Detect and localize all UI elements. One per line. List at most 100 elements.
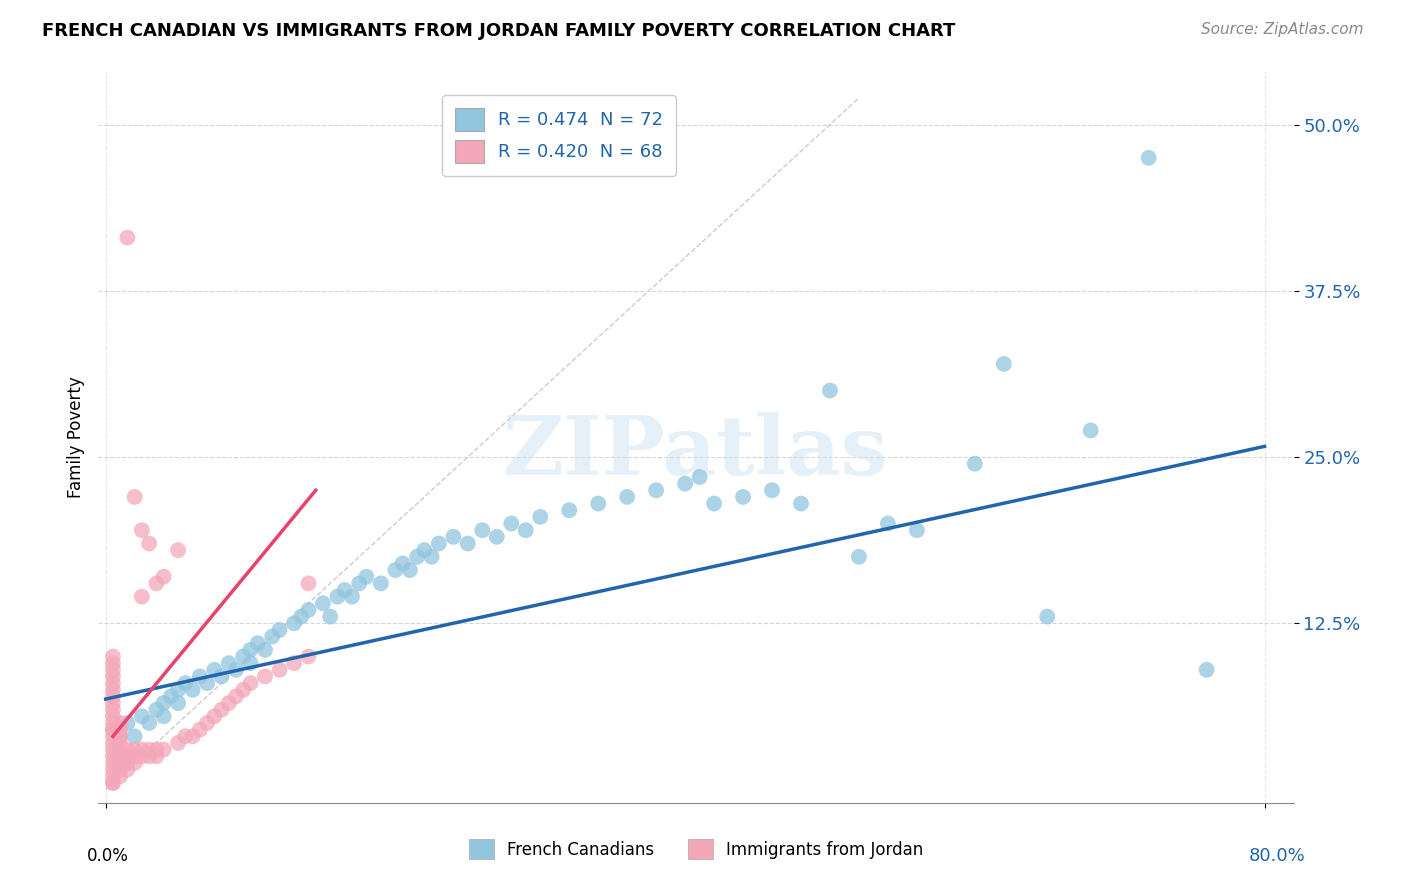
Point xyxy=(101,742,124,756)
Point xyxy=(877,516,900,531)
Point xyxy=(471,523,494,537)
Point xyxy=(283,616,305,631)
Point xyxy=(101,703,124,717)
Point xyxy=(108,736,131,750)
Point xyxy=(1036,609,1059,624)
Point xyxy=(427,536,450,550)
Point xyxy=(1137,151,1160,165)
Point xyxy=(202,709,225,723)
Point xyxy=(108,756,131,770)
Point xyxy=(347,576,370,591)
Point xyxy=(152,570,174,584)
Point xyxy=(101,676,124,690)
Point xyxy=(101,736,124,750)
Point xyxy=(441,530,464,544)
Legend: French Canadians, Immigrants from Jordan: French Canadians, Immigrants from Jordan xyxy=(460,830,932,868)
Point xyxy=(108,769,131,783)
Point xyxy=(391,557,413,571)
Point xyxy=(413,543,436,558)
Point xyxy=(108,729,131,743)
Point xyxy=(188,723,211,737)
Point xyxy=(297,603,319,617)
Point xyxy=(108,763,131,777)
Point xyxy=(399,563,422,577)
Point xyxy=(269,623,291,637)
Y-axis label: Family Poverty: Family Poverty xyxy=(66,376,84,498)
Text: ZIPatlas: ZIPatlas xyxy=(503,412,889,491)
Point xyxy=(1080,424,1102,438)
Point xyxy=(586,497,609,511)
Point xyxy=(188,669,211,683)
Point xyxy=(333,582,356,597)
Point xyxy=(145,703,167,717)
Point xyxy=(101,723,124,737)
Point xyxy=(993,357,1015,371)
Point xyxy=(239,656,262,670)
Point xyxy=(689,470,711,484)
Point xyxy=(232,649,254,664)
Point xyxy=(703,497,725,511)
Point xyxy=(174,729,197,743)
Point xyxy=(211,669,233,683)
Point xyxy=(117,716,139,731)
Point xyxy=(101,769,124,783)
Point xyxy=(108,716,131,731)
Point xyxy=(145,749,167,764)
Point xyxy=(101,696,124,710)
Point xyxy=(297,576,319,591)
Point xyxy=(326,590,349,604)
Point xyxy=(225,663,247,677)
Point xyxy=(101,709,124,723)
Point xyxy=(181,729,204,743)
Point xyxy=(138,716,160,731)
Point xyxy=(253,669,276,683)
Point xyxy=(108,742,131,756)
Point xyxy=(117,763,139,777)
Point xyxy=(101,756,124,770)
Point xyxy=(262,630,284,644)
Point xyxy=(406,549,429,564)
Point xyxy=(370,576,392,591)
Point xyxy=(253,643,276,657)
Point xyxy=(202,663,225,677)
Point xyxy=(283,656,305,670)
Point xyxy=(558,503,581,517)
Point xyxy=(117,742,139,756)
Point xyxy=(167,543,190,558)
Point xyxy=(515,523,537,537)
Point xyxy=(131,709,153,723)
Point xyxy=(848,549,870,564)
Point xyxy=(356,570,378,584)
Point xyxy=(195,676,218,690)
Point xyxy=(124,490,146,504)
Point xyxy=(101,716,124,731)
Point xyxy=(101,656,124,670)
Point xyxy=(485,530,508,544)
Point xyxy=(218,696,240,710)
Point xyxy=(246,636,269,650)
Point xyxy=(101,663,124,677)
Point xyxy=(108,749,131,764)
Point xyxy=(616,490,638,504)
Text: Source: ZipAtlas.com: Source: ZipAtlas.com xyxy=(1201,22,1364,37)
Point xyxy=(101,669,124,683)
Point xyxy=(731,490,754,504)
Point xyxy=(138,749,160,764)
Point xyxy=(152,709,174,723)
Point xyxy=(761,483,783,498)
Point xyxy=(124,742,146,756)
Point xyxy=(131,523,153,537)
Point xyxy=(905,523,928,537)
Point xyxy=(117,749,139,764)
Point xyxy=(101,776,124,790)
Point xyxy=(297,649,319,664)
Point xyxy=(529,509,551,524)
Point xyxy=(167,696,190,710)
Point xyxy=(167,682,190,697)
Point xyxy=(673,476,696,491)
Point xyxy=(108,723,131,737)
Point xyxy=(818,384,841,398)
Point xyxy=(1195,663,1218,677)
Point xyxy=(101,690,124,704)
Point xyxy=(239,676,262,690)
